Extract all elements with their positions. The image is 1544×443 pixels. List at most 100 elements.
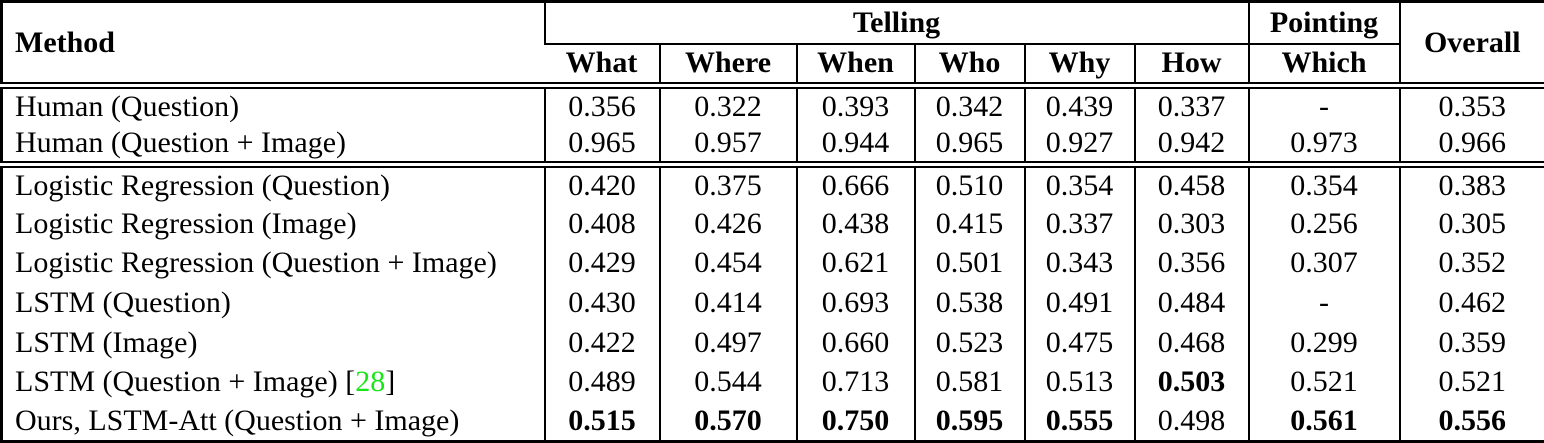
- method-cell: Logistic Regression (Question): [15, 169, 390, 203]
- value-cell: 0.458: [1133, 164, 1249, 205]
- value-cell: 0.462: [1398, 283, 1544, 323]
- value-cell: 0.393: [795, 85, 915, 126]
- value-cell: 0.521: [1398, 362, 1544, 402]
- value-cell: 0.513: [1023, 362, 1135, 402]
- table-row: Logistic Regression (Question + Image) 0.…: [2, 243, 1544, 284]
- value-cell: 0.383: [1398, 164, 1544, 205]
- value-cell: 0.337: [1133, 85, 1249, 126]
- value-cell: 0.422: [543, 322, 660, 363]
- value-cell: 0.957: [658, 125, 797, 169]
- value-cell: 0.570: [658, 401, 797, 442]
- value-cell: 0.408: [543, 204, 660, 244]
- value-cell: 0.354: [1023, 164, 1135, 205]
- value-cell: 0.353: [1398, 85, 1544, 126]
- value-cell: 0.342: [913, 85, 1025, 126]
- value-cell: 0.439: [1023, 85, 1135, 126]
- method-cell: LSTM (Question): [15, 286, 231, 319]
- value-cell: 0.515: [543, 401, 660, 442]
- value-cell: 0.713: [795, 362, 915, 402]
- value-cell: 0.415: [913, 204, 1025, 244]
- value-cell: 0.581: [913, 362, 1025, 402]
- value-cell: 0.621: [795, 243, 915, 284]
- method-cell: LSTM (Image): [15, 325, 198, 359]
- table-row: Human (Question) 0.356 0.322 0.393 0.342 0.43…: [2, 85, 1544, 126]
- value-cell: 0.693: [795, 283, 915, 323]
- value-cell: 0.299: [1247, 322, 1400, 363]
- value-cell: 0.484: [1133, 283, 1249, 323]
- header-row-subcolumns: What Where When Who Why How Which: [2, 43, 1544, 89]
- col-header-which: Which: [1247, 43, 1400, 89]
- value-cell: 0.965: [543, 125, 660, 169]
- col-header-what: What: [544, 43, 660, 89]
- table-row: Logistic Regression (Image) 0.408 0.426 0.4…: [2, 204, 1544, 244]
- value-cell: 0.973: [1247, 125, 1400, 169]
- value-cell: 0.489: [543, 362, 660, 402]
- table-row: LSTM (Question) 0.430 0.414 0.693 0.538 0.491…: [2, 283, 1544, 323]
- value-cell: 0.538: [913, 283, 1025, 323]
- value-cell: 0.556: [1398, 401, 1544, 442]
- value-cell: 0.666: [795, 164, 915, 205]
- value-cell: 0.491: [1023, 283, 1135, 323]
- value-cell: 0.497: [658, 322, 797, 363]
- value-cell: 0.429: [543, 243, 660, 284]
- value-cell: 0.256: [1247, 204, 1400, 244]
- method-cell: Ours, LSTM-Att (Question + Image): [15, 403, 460, 437]
- value-cell: 0.375: [658, 164, 797, 205]
- value-cell: 0.555: [1023, 401, 1135, 442]
- header-row-groups: Method Telling Pointing Overall: [1, 1, 1544, 89]
- value-cell: 0.468: [1133, 322, 1249, 363]
- col-header-method: Method: [1, 1, 545, 89]
- table-row: Ours, LSTM-Att (Question + Image) 0.515 0.…: [2, 401, 1544, 442]
- value-cell: 0.356: [1133, 243, 1249, 284]
- value-cell: 0.426: [658, 204, 797, 244]
- value-cell: 0.430: [543, 283, 660, 323]
- value-cell: 0.660: [795, 322, 915, 363]
- value-cell: 0.356: [543, 85, 660, 126]
- method-cell: LSTM (Question + Image) [28]: [15, 365, 396, 399]
- citation-link[interactable]: 28: [355, 365, 386, 399]
- value-cell: 0.438: [795, 204, 915, 244]
- value-cell: 0.944: [795, 125, 915, 169]
- method-cell: Logistic Regression (Question + Image): [15, 246, 497, 280]
- value-cell: 0.544: [658, 362, 797, 402]
- col-header-where: Where: [658, 43, 797, 89]
- value-cell: 0.337: [1023, 204, 1135, 244]
- table-row: Logistic Regression (Question) 0.420 0.375…: [2, 164, 1544, 205]
- col-header-overall: Overall: [1398, 1, 1544, 89]
- value-cell: 0.966: [1398, 125, 1544, 169]
- value-cell: 0.595: [913, 401, 1025, 442]
- table-row: LSTM (Question + Image) [28] 0.489 0.544 0.…: [2, 362, 1544, 402]
- col-group-pointing: Pointing: [1247, 1, 1400, 45]
- col-header-who: Who: [913, 43, 1025, 89]
- value-cell: -: [1247, 85, 1400, 126]
- method-cell: Logistic Regression (Image): [15, 206, 357, 240]
- value-cell: 0.561: [1247, 401, 1400, 442]
- method-cell: Human (Question + Image): [1, 125, 545, 169]
- value-cell: 0.498: [1133, 401, 1249, 442]
- value-cell: 0.510: [913, 164, 1025, 205]
- value-cell: 0.927: [1023, 125, 1135, 169]
- col-header-how: How: [1133, 43, 1249, 89]
- value-cell: 0.965: [913, 125, 1025, 169]
- value-cell: -: [1247, 283, 1400, 323]
- value-cell: 0.420: [543, 164, 660, 205]
- value-cell: 0.503: [1133, 362, 1249, 402]
- value-cell: 0.501: [913, 243, 1025, 284]
- method-cell: Human (Question): [15, 90, 240, 124]
- value-cell: 0.414: [658, 283, 797, 323]
- value-cell: 0.354: [1247, 164, 1400, 205]
- value-cell: 0.307: [1247, 243, 1400, 284]
- value-cell: 0.343: [1023, 243, 1135, 284]
- value-cell: 0.521: [1247, 362, 1400, 402]
- value-cell: 0.303: [1133, 204, 1249, 244]
- col-header-why: Why: [1023, 43, 1135, 89]
- value-cell: 0.750: [795, 401, 915, 442]
- col-group-telling: Telling: [543, 1, 1249, 45]
- value-cell: 0.322: [658, 85, 797, 126]
- table-row: LSTM (Image) 0.422 0.497 0.660 0.523 0.475 0.4…: [2, 322, 1544, 363]
- value-cell: 0.523: [913, 322, 1025, 363]
- col-header-when: When: [795, 43, 915, 89]
- value-cell: 0.352: [1398, 243, 1544, 284]
